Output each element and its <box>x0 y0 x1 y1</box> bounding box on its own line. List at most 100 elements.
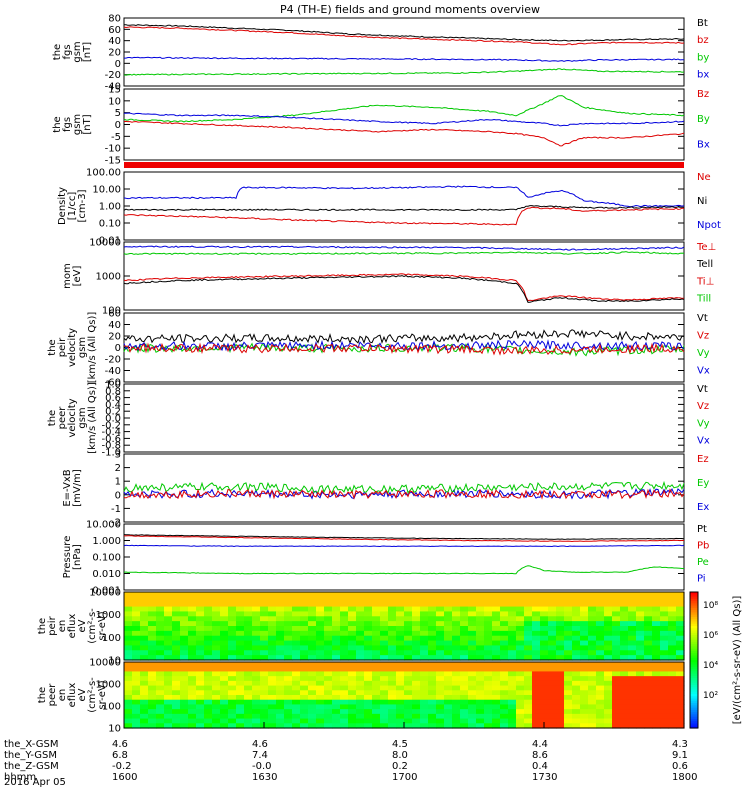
heatmap-cell <box>668 596 677 603</box>
heatmap-cell <box>164 666 173 673</box>
heatmap-cell <box>572 709 581 715</box>
heatmap-cell <box>204 695 213 701</box>
heatmap-cell <box>412 699 421 706</box>
heatmap-cell <box>276 635 285 642</box>
heatmap-cell <box>372 699 381 706</box>
y-axis-label: Pressure <box>62 536 73 579</box>
heatmap-cell <box>172 713 181 720</box>
heatmap-cell <box>220 676 229 682</box>
heatmap-cell <box>572 704 581 710</box>
heatmap-cell <box>524 695 533 701</box>
heatmap-cell <box>260 666 269 673</box>
heatmap-cell <box>404 709 413 715</box>
heatmap-cell <box>452 611 461 617</box>
heatmap-cell <box>364 685 373 691</box>
heatmap-cell <box>516 709 525 715</box>
heatmap-cell <box>324 676 333 682</box>
heatmap-cell <box>492 713 501 720</box>
heatmap-cell <box>484 676 493 682</box>
heatmap-cell <box>668 616 677 622</box>
heatmap-cell <box>404 699 413 706</box>
heatmap-cell <box>252 709 261 715</box>
heatmap-cell <box>236 626 245 632</box>
heatmap-cell <box>492 655 501 661</box>
heatmap-cell <box>156 621 165 627</box>
heatmap-cell <box>156 662 165 668</box>
heatmap-cell <box>148 626 157 632</box>
heatmap-cell <box>236 645 245 651</box>
heatmap-cell <box>604 645 613 651</box>
heatmap-cell <box>396 695 405 701</box>
heatmap-cell <box>164 621 173 627</box>
heatmap-cell <box>188 650 197 656</box>
heatmap-cell <box>316 616 325 622</box>
heatmap-cell <box>260 709 269 715</box>
heatmap-cell <box>396 655 405 661</box>
heatmap-cell <box>572 630 581 637</box>
heatmap-cell <box>660 626 669 632</box>
panel-frame <box>123 453 685 523</box>
heatmap-cell <box>620 611 629 617</box>
heatmap-cell <box>644 655 653 661</box>
heatmap-cell <box>364 592 373 598</box>
heatmap-cell <box>620 645 629 651</box>
heatmap-cell <box>404 635 413 642</box>
colorbar-frame <box>689 591 699 729</box>
heatmap-cell <box>444 680 453 687</box>
heatmap-cell <box>548 611 557 617</box>
heatmap-cell <box>260 645 269 651</box>
heatmap-cell <box>604 718 613 724</box>
heatmap-cell <box>180 655 189 661</box>
heatmap-cell <box>564 666 573 673</box>
series-line <box>124 535 685 543</box>
heatmap-cell <box>444 611 453 617</box>
heatmap-cell <box>644 645 653 651</box>
heatmap-cell <box>628 630 637 637</box>
heatmap-cell <box>212 596 221 603</box>
heatmap-cell <box>148 690 157 696</box>
heatmap-cell <box>428 690 437 696</box>
heatmap-cell <box>420 616 429 622</box>
heatmap-cell <box>444 592 453 598</box>
heatmap-cell <box>428 666 437 673</box>
heatmap-cell <box>124 621 133 627</box>
heatmap-cell <box>652 713 661 720</box>
heatmap-cell <box>564 713 573 720</box>
heatmap-cell <box>532 713 541 720</box>
heatmap-cell <box>476 699 485 706</box>
heatmap-cell <box>388 723 397 729</box>
heatmap-cell <box>260 611 269 617</box>
heatmap-cell <box>676 621 685 627</box>
heatmap-cell <box>436 695 445 701</box>
heatmap-cell <box>236 718 245 724</box>
heatmap-cell <box>588 666 597 673</box>
heatmap-cell <box>188 640 197 647</box>
heatmap-cell <box>300 713 309 720</box>
panel-frame <box>123 171 685 241</box>
heatmap-cell <box>596 713 605 720</box>
heatmap-cell <box>668 704 677 710</box>
heatmap-cell <box>156 601 165 608</box>
heatmap-cell <box>668 695 677 701</box>
legend-entry: Bt <box>697 18 708 29</box>
heatmap-cell <box>588 606 597 613</box>
heatmap-cell <box>668 662 677 668</box>
heatmap-cell <box>484 709 493 715</box>
series-line <box>123 273 685 302</box>
colorbar-swatch <box>690 650 698 654</box>
heatmap-cell <box>556 626 565 632</box>
heatmap-cell <box>524 630 533 637</box>
heatmap-cell <box>628 690 637 696</box>
heatmap-cell <box>652 626 661 632</box>
heatmap-cell <box>468 635 477 642</box>
heatmap-cell <box>500 650 509 656</box>
heatmap-cell <box>180 611 189 617</box>
heatmap-cell <box>140 645 149 651</box>
heatmap-cell <box>244 704 253 710</box>
heatmap-cell <box>468 626 477 632</box>
heatmap-cell <box>164 611 173 617</box>
heatmap-cell <box>332 676 341 682</box>
heatmap-cell <box>188 704 197 710</box>
heatmap-cell <box>156 685 165 691</box>
